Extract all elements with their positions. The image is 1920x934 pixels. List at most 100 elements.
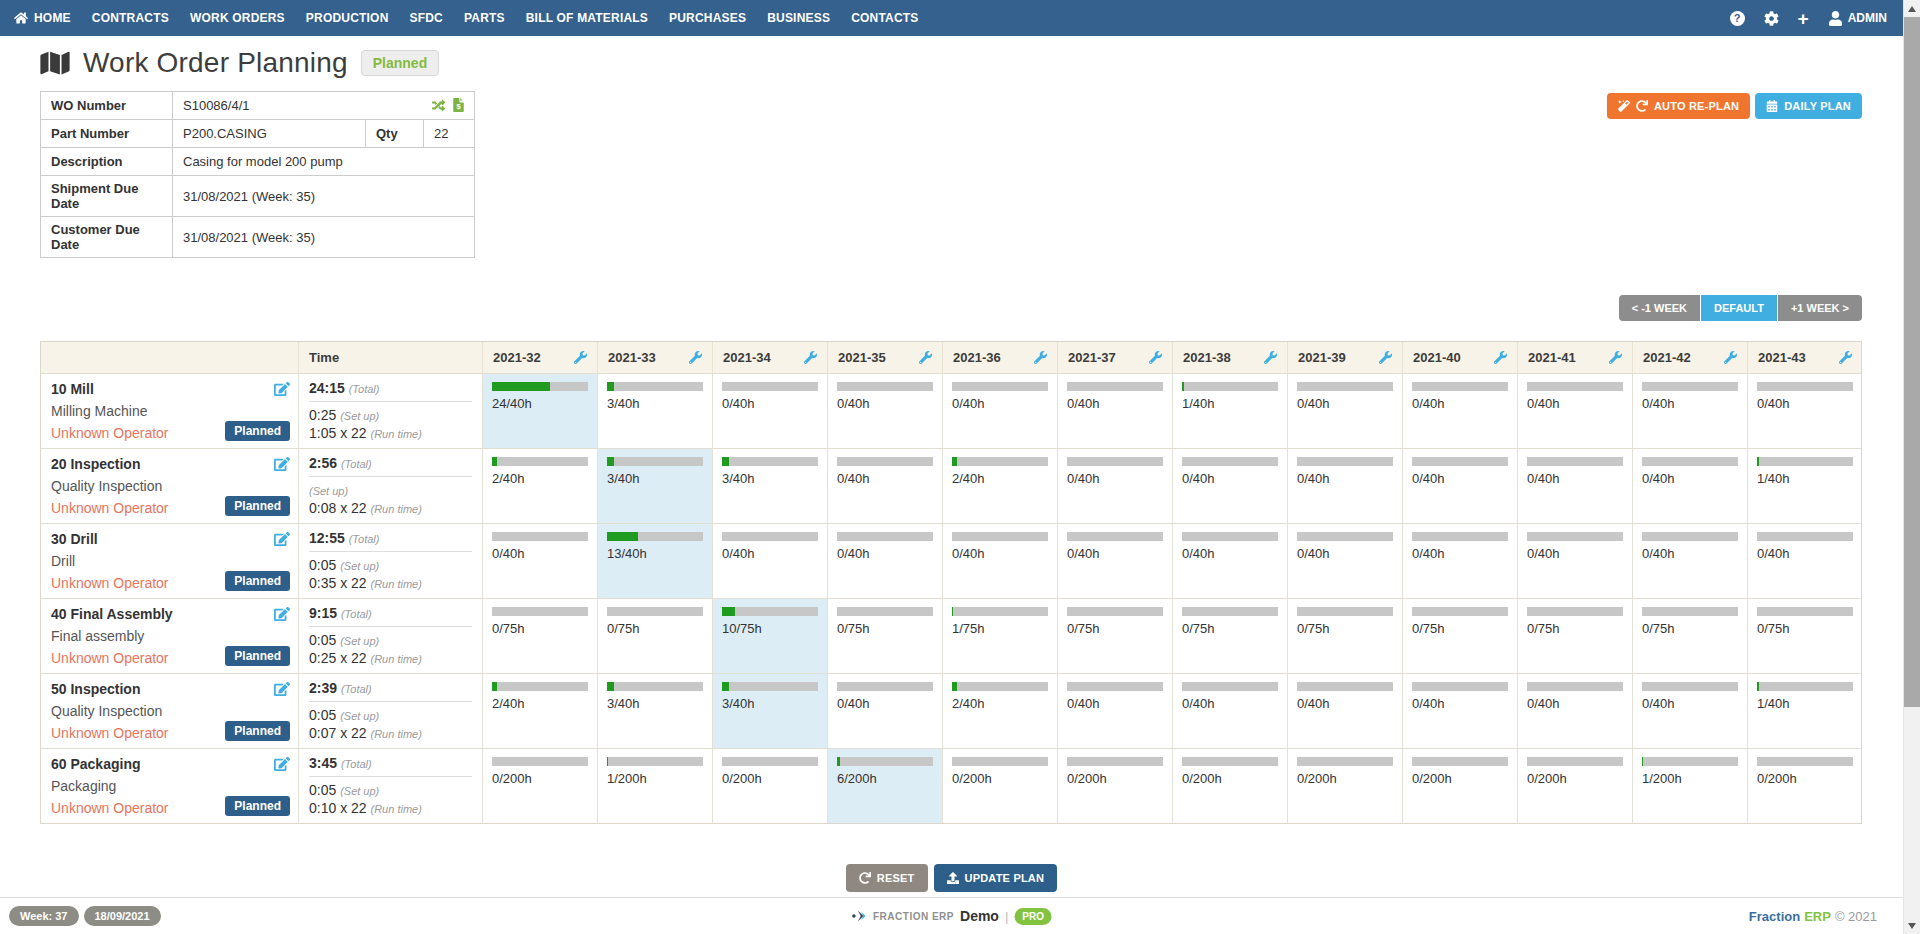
week-load-cell[interactable]: 0/75h bbox=[1402, 599, 1517, 673]
nav-item-contacts[interactable]: CONTACTS bbox=[851, 11, 918, 25]
wrench-icon[interactable] bbox=[1494, 351, 1507, 364]
update-plan-button[interactable]: UPDATE PLAN bbox=[934, 864, 1058, 892]
week-load-cell[interactable]: 1/40h bbox=[1747, 674, 1862, 748]
replan-shuffle-icon[interactable] bbox=[431, 99, 446, 112]
week-load-cell[interactable]: 0/200h bbox=[942, 749, 1057, 823]
nav-item-production[interactable]: PRODUCTION bbox=[306, 11, 389, 25]
week-load-cell[interactable]: 0/75h bbox=[1057, 599, 1172, 673]
wrench-icon[interactable] bbox=[1724, 351, 1737, 364]
week-load-cell[interactable]: 0/40h bbox=[827, 524, 942, 598]
week-load-cell[interactable]: 0/200h bbox=[1057, 749, 1172, 823]
week-load-cell[interactable]: 2/40h bbox=[942, 674, 1057, 748]
edit-operation-icon[interactable] bbox=[274, 381, 290, 397]
week-load-cell[interactable]: 3/40h bbox=[712, 449, 827, 523]
settings-button[interactable] bbox=[1764, 11, 1779, 26]
edit-operation-icon[interactable] bbox=[274, 531, 290, 547]
reset-button[interactable]: RESET bbox=[846, 864, 928, 892]
week-load-cell[interactable]: 0/200h bbox=[1517, 749, 1632, 823]
week-load-cell[interactable]: 1/200h bbox=[1632, 749, 1747, 823]
week-load-cell[interactable]: 2/40h bbox=[942, 449, 1057, 523]
week-load-cell[interactable]: 3/40h bbox=[597, 674, 712, 748]
daily-plan-button[interactable]: DAILY PLAN bbox=[1755, 93, 1862, 119]
wrench-icon[interactable] bbox=[1034, 351, 1047, 364]
week-load-cell[interactable]: 0/200h bbox=[1172, 749, 1287, 823]
week-load-cell[interactable]: 0/200h bbox=[1287, 749, 1402, 823]
add-button[interactable]: + bbox=[1798, 11, 1809, 26]
scrollbar-thumb[interactable] bbox=[1904, 17, 1920, 707]
week-load-cell[interactable]: 0/40h bbox=[712, 374, 827, 448]
default-view-button[interactable]: DEFAULT bbox=[1701, 295, 1777, 321]
edit-operation-icon[interactable] bbox=[274, 756, 290, 772]
edit-operation-icon[interactable] bbox=[274, 606, 290, 622]
week-load-cell[interactable]: 0/40h bbox=[1517, 524, 1632, 598]
week-load-cell[interactable]: 0/40h bbox=[1172, 449, 1287, 523]
wrench-icon[interactable] bbox=[1264, 351, 1277, 364]
wrench-icon[interactable] bbox=[804, 351, 817, 364]
wrench-icon[interactable] bbox=[919, 351, 932, 364]
week-load-cell[interactable]: 0/40h bbox=[712, 524, 827, 598]
week-load-cell[interactable]: 1/40h bbox=[1172, 374, 1287, 448]
week-load-cell[interactable]: 0/40h bbox=[1287, 524, 1402, 598]
nav-item-bill-of-materials[interactable]: BILL OF MATERIALS bbox=[526, 11, 648, 25]
edit-operation-icon[interactable] bbox=[274, 456, 290, 472]
week-load-cell[interactable]: 0/40h bbox=[1402, 674, 1517, 748]
wrench-icon[interactable] bbox=[689, 351, 702, 364]
edit-operation-icon[interactable] bbox=[274, 681, 290, 697]
week-load-cell[interactable]: 1/75h bbox=[942, 599, 1057, 673]
week-load-cell[interactable]: 0/75h bbox=[827, 599, 942, 673]
wrench-icon[interactable] bbox=[1379, 351, 1392, 364]
week-load-cell[interactable]: 2/40h bbox=[482, 674, 597, 748]
wrench-icon[interactable] bbox=[1149, 351, 1162, 364]
wrench-icon[interactable] bbox=[1609, 351, 1622, 364]
auto-replan-button[interactable]: AUTO RE-PLAN bbox=[1607, 93, 1750, 119]
week-load-cell[interactable]: 0/40h bbox=[1517, 674, 1632, 748]
nav-item-parts[interactable]: PARTS bbox=[464, 11, 505, 25]
wrench-icon[interactable] bbox=[574, 351, 587, 364]
scroll-down-arrow-icon[interactable] bbox=[1904, 917, 1920, 934]
week-load-cell[interactable]: 0/200h bbox=[712, 749, 827, 823]
week-load-cell[interactable]: 0/40h bbox=[1287, 674, 1402, 748]
week-load-cell[interactable]: 0/40h bbox=[1172, 524, 1287, 598]
help-button[interactable]: ? bbox=[1730, 11, 1745, 26]
week-load-cell[interactable]: 0/75h bbox=[597, 599, 712, 673]
week-load-cell[interactable]: 24/40h bbox=[482, 374, 597, 448]
week-load-cell[interactable]: 0/75h bbox=[1172, 599, 1287, 673]
nav-item-purchases[interactable]: PURCHASES bbox=[669, 11, 746, 25]
week-load-cell[interactable]: 0/40h bbox=[1402, 524, 1517, 598]
week-load-cell[interactable]: 0/40h bbox=[827, 374, 942, 448]
wrench-icon[interactable] bbox=[1839, 351, 1852, 364]
prev-week-button[interactable]: < -1 WEEK bbox=[1619, 295, 1700, 321]
week-load-cell[interactable]: 0/40h bbox=[1057, 524, 1172, 598]
week-load-cell[interactable]: 0/40h bbox=[482, 524, 597, 598]
week-load-cell[interactable]: 0/75h bbox=[1517, 599, 1632, 673]
week-load-cell[interactable]: 0/40h bbox=[1057, 449, 1172, 523]
week-load-cell[interactable]: 0/40h bbox=[827, 449, 942, 523]
week-load-cell[interactable]: 0/40h bbox=[827, 674, 942, 748]
week-load-cell[interactable]: 0/40h bbox=[1632, 674, 1747, 748]
week-load-cell[interactable]: 0/40h bbox=[1747, 524, 1862, 598]
week-load-cell[interactable]: 0/40h bbox=[1632, 374, 1747, 448]
week-load-cell[interactable]: 2/40h bbox=[482, 449, 597, 523]
nav-item-home[interactable]: HOME bbox=[14, 11, 71, 25]
week-load-cell[interactable]: 10/75h bbox=[712, 599, 827, 673]
week-load-cell[interactable]: 0/200h bbox=[1747, 749, 1862, 823]
week-load-cell[interactable]: 0/40h bbox=[1287, 449, 1402, 523]
next-week-button[interactable]: +1 WEEK > bbox=[1778, 295, 1862, 321]
invoice-file-icon[interactable]: $ bbox=[453, 98, 464, 112]
nav-item-sfdc[interactable]: SFDC bbox=[410, 11, 443, 25]
week-load-cell[interactable]: 0/40h bbox=[1747, 374, 1862, 448]
week-load-cell[interactable]: 0/40h bbox=[1517, 374, 1632, 448]
week-load-cell[interactable]: 1/40h bbox=[1747, 449, 1862, 523]
week-load-cell[interactable]: 0/200h bbox=[482, 749, 597, 823]
week-load-cell[interactable]: 0/75h bbox=[1287, 599, 1402, 673]
week-load-cell[interactable]: 0/40h bbox=[1172, 674, 1287, 748]
scroll-up-arrow-icon[interactable] bbox=[1904, 0, 1920, 17]
week-load-cell[interactable]: 0/40h bbox=[942, 524, 1057, 598]
week-load-cell[interactable]: 0/40h bbox=[1517, 449, 1632, 523]
week-load-cell[interactable]: 0/40h bbox=[942, 374, 1057, 448]
week-load-cell[interactable]: 6/200h bbox=[827, 749, 942, 823]
week-load-cell[interactable]: 0/75h bbox=[1747, 599, 1862, 673]
week-load-cell[interactable]: 3/40h bbox=[597, 374, 712, 448]
nav-item-work-orders[interactable]: WORK ORDERS bbox=[190, 11, 285, 25]
week-load-cell[interactable]: 13/40h bbox=[597, 524, 712, 598]
